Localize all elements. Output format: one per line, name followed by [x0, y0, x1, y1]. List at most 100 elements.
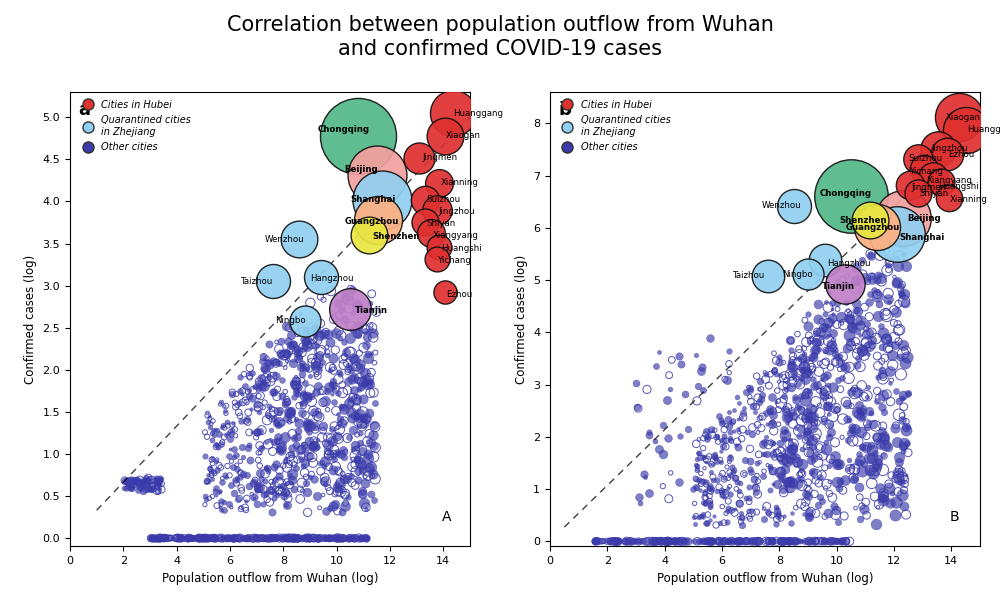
Point — [206, 533, 222, 543]
Point — [806, 381, 822, 391]
Point — [698, 432, 714, 441]
Point — [354, 465, 370, 475]
Point — [209, 500, 225, 510]
Point — [857, 338, 873, 348]
Point — [798, 497, 814, 507]
Point — [349, 397, 365, 406]
Point — [345, 308, 361, 318]
Point — [317, 533, 333, 543]
Point — [355, 394, 371, 404]
Point — [722, 418, 738, 427]
Point — [269, 490, 285, 500]
Point — [299, 533, 315, 543]
Point — [886, 272, 902, 282]
Point — [792, 379, 808, 389]
Point — [237, 395, 253, 405]
Point — [722, 536, 738, 546]
Point — [648, 536, 664, 546]
Point — [830, 516, 846, 526]
Point — [299, 417, 315, 427]
Point — [776, 425, 792, 435]
Point — [330, 434, 346, 444]
Point — [805, 352, 821, 362]
Point — [281, 533, 297, 543]
Point — [828, 510, 844, 519]
Point — [717, 536, 733, 546]
Point — [836, 320, 852, 330]
Point — [185, 533, 201, 543]
Point — [830, 536, 846, 546]
Point — [263, 486, 279, 495]
Point — [686, 512, 702, 522]
Point — [265, 533, 281, 543]
Point — [661, 370, 677, 380]
Point — [653, 536, 669, 546]
Point — [818, 443, 834, 453]
Point — [311, 412, 327, 422]
Point — [860, 349, 876, 359]
Point — [889, 234, 905, 244]
Point — [316, 533, 332, 543]
Point — [274, 533, 290, 543]
Text: Xiaogan: Xiaogan — [946, 112, 981, 122]
Point — [726, 427, 742, 437]
Point — [350, 330, 366, 340]
Point — [799, 354, 815, 364]
Point — [709, 432, 725, 442]
Point — [725, 467, 741, 476]
Point — [208, 457, 224, 467]
Point — [781, 439, 797, 449]
Point — [802, 370, 818, 380]
Point — [139, 480, 155, 489]
Point — [345, 533, 361, 543]
Point — [854, 501, 870, 511]
Point — [197, 533, 213, 543]
Point — [365, 333, 381, 343]
Point — [225, 533, 241, 543]
Point — [360, 437, 376, 447]
Point — [730, 442, 746, 452]
Point — [269, 384, 285, 394]
Point — [358, 502, 374, 512]
Point — [170, 533, 186, 543]
Point — [233, 533, 249, 543]
Point — [716, 432, 732, 441]
Point — [234, 486, 250, 495]
Point — [722, 451, 738, 461]
Point — [786, 536, 802, 546]
Point — [328, 462, 344, 472]
Point — [806, 489, 822, 499]
Point — [851, 410, 867, 419]
Point — [284, 414, 300, 424]
Point — [762, 406, 778, 416]
Point — [276, 533, 292, 543]
Point — [798, 428, 814, 438]
Point — [723, 536, 739, 546]
Point — [897, 479, 913, 489]
Point — [295, 333, 311, 343]
Point — [197, 500, 213, 510]
Point — [294, 478, 310, 488]
Point — [730, 424, 746, 433]
Point — [790, 403, 806, 413]
Point — [696, 464, 712, 473]
Point — [297, 459, 313, 468]
Point — [880, 289, 896, 298]
Point — [254, 383, 270, 392]
Point — [829, 352, 845, 362]
Point — [310, 410, 326, 419]
Point — [148, 475, 164, 484]
Point — [821, 489, 837, 499]
Point — [345, 325, 361, 335]
Point — [205, 425, 221, 435]
Point — [687, 499, 703, 508]
Point — [361, 230, 377, 240]
Point — [170, 533, 186, 543]
Point — [340, 533, 356, 543]
Point — [879, 232, 895, 242]
Point — [794, 354, 810, 363]
Point — [689, 465, 705, 475]
Point — [822, 477, 838, 487]
Point — [241, 370, 257, 379]
Point — [299, 424, 315, 433]
